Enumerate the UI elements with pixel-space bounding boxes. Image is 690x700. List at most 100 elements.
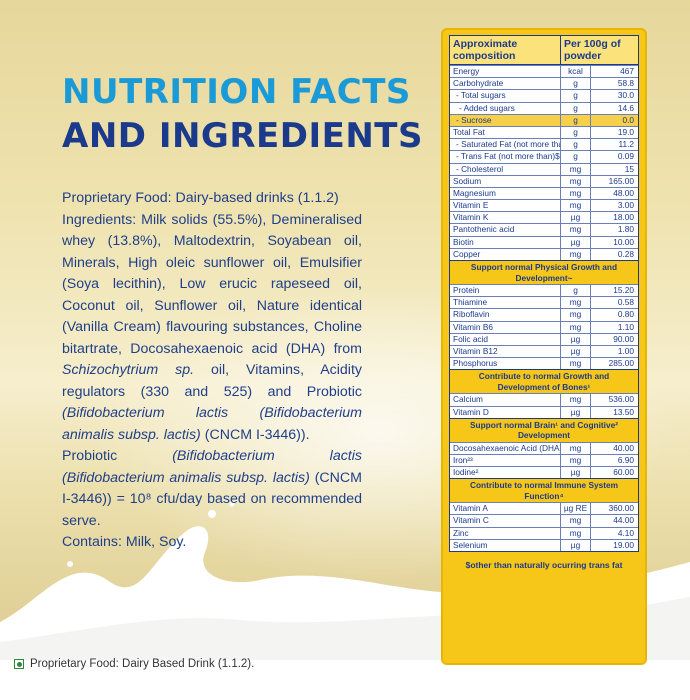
nutrient-unit: g: [561, 90, 591, 102]
nutrient-name: Sodium: [450, 175, 561, 187]
nutrient-value: 0.80: [617, 309, 634, 320]
nutrient-name: Phosphorus: [450, 358, 561, 370]
nutrient-row: Pantothenic acid mg 1.80: [450, 223, 638, 236]
probiotic-label: Probiotic: [62, 448, 118, 464]
nutrient-value: 360.00: [608, 503, 634, 514]
nutrient-unit: mg: [561, 442, 591, 454]
nutrient-row: Thiamine mg 0.58: [450, 296, 638, 309]
nutrient-row: Energy kcal 467: [450, 65, 638, 78]
veg-mark-icon: [14, 659, 24, 669]
footer-band: [0, 660, 690, 700]
nutrient-unit: kcal: [561, 66, 591, 78]
nutrient-value: 0.09: [617, 151, 634, 162]
nutrient-row: Folic acid µg 90.00: [450, 332, 638, 345]
nutrient-unit: mg: [561, 187, 591, 200]
nutrient-unit: mg: [561, 224, 591, 236]
nutrient-name: - Sucrose: [450, 114, 561, 126]
nutrient-value: 1.10: [617, 321, 634, 332]
nutrient-value: 40.00: [613, 442, 634, 453]
nutrient-name: Thiamine: [450, 297, 561, 309]
nutrient-row: Iron²³ mg 6.90: [450, 453, 638, 467]
nutrient-name: - Total sugars: [450, 90, 561, 102]
table-header: Approximate composition Per 100g of powd…: [449, 35, 639, 65]
nutrient-unit: mg: [561, 321, 591, 333]
nutrient-row: - Total sugars g 30.0: [450, 89, 638, 102]
nutrient-value: 285.00: [608, 358, 634, 369]
nutrient-name: - Saturated Fat (not more than): [450, 139, 561, 151]
ingredients-text-2: oil, Vitamins, Acidity regulators (330 a…: [62, 362, 362, 400]
nutrient-unit: µg: [561, 212, 591, 224]
nutrient-unit: g: [561, 139, 591, 151]
nutrient-row: - Trans Fat (not more than)$ g 0.09: [450, 150, 638, 163]
nutrient-unit: mg: [561, 515, 591, 527]
ingredients-probiotic: (Bifidobacterium lactis (Bifidobacterium…: [62, 405, 362, 443]
ingredients-paragraph: Ingredients: Milk solids (55.5%), Demine…: [62, 210, 362, 447]
probiotic-count: (CNCM I-3446)) = 10⁸ cfu/day based on re…: [62, 469, 362, 529]
contains-line: Contains: Milk, Soy.: [62, 534, 187, 550]
nutrient-unit: g: [561, 151, 591, 163]
nutrient-unit: mg: [561, 163, 591, 175]
nutrient-unit: g: [561, 102, 591, 114]
nutrient-row: Copper mg 0.28: [450, 247, 638, 260]
nutrient-name: Copper: [450, 248, 561, 260]
nutrient-unit: µg: [561, 406, 591, 418]
nutrient-name: Total Fat: [450, 126, 561, 139]
group-general: Energy kcal 467 Carbohydrate g 58.8- Total su…: [450, 65, 638, 260]
nutrient-name: Iodine²: [450, 467, 561, 479]
nutrient-value: 15: [624, 163, 634, 174]
nutrient-value: 1.80: [617, 224, 634, 235]
nutrition-rows: Energy kcal 467 Carbohydrate g 58.8- Total su…: [449, 65, 639, 552]
nutrient-unit: mg: [561, 358, 591, 370]
nutrient-unit: mg: [561, 454, 591, 467]
nutrient-row: Vitamin B12 µg 1.00: [450, 344, 638, 358]
nutrient-value: 44.00: [613, 515, 634, 526]
nutrient-name: Carbohydrate: [450, 78, 561, 90]
probiotic-species: (Bifidobacterium lactis (Bifidobacterium…: [62, 448, 362, 486]
nutrient-name: Zinc: [450, 527, 561, 539]
nutrient-unit: µg: [561, 236, 591, 248]
header-composition: Approximate composition: [450, 36, 561, 64]
nutrient-row: Total Fat g 19.0: [450, 125, 638, 139]
nutrient-name: Docosahexaenoic Acid (DHA): [450, 442, 561, 454]
group-brain: Docosahexaenoic Acid (DHA) mg 40.00 Iron²³ m…: [450, 441, 638, 479]
nutrient-name: - Cholesterol: [450, 163, 561, 175]
nutrient-unit: mg: [561, 248, 591, 260]
nutrition-table-panel: Approximate composition Per 100g of powd…: [441, 28, 647, 665]
nutrient-row: Docosahexaenoic Acid (DHA) mg 40.00: [450, 441, 638, 454]
nutrient-value: 0.58: [617, 297, 634, 308]
nutrient-name: Selenium: [450, 539, 561, 551]
section-physical-growth: Support normal Physical Growth and Devel…: [450, 260, 638, 284]
ingredients-strain: (CNCM I-3446)).: [204, 426, 310, 443]
nutrient-name: Vitamin D: [450, 406, 561, 418]
nutrient-row: Vitamin B6 mg 1.10: [450, 320, 638, 333]
nutrient-row: - Cholesterol mg 15: [450, 162, 638, 175]
nutrient-unit: µg: [561, 345, 591, 358]
nutrient-row: Calcium mg 536.00: [450, 393, 638, 406]
group-physical-growth: Protein g 15.20 Thiamine mg 0.58 Riboflavin mg 0…: [450, 284, 638, 370]
nutrient-value: 536.00: [608, 394, 634, 405]
nutrient-unit: mg: [561, 309, 591, 321]
nutrient-row: Phosphorus mg 285.00: [450, 357, 638, 370]
nutrient-unit: mg: [561, 394, 591, 406]
nutrient-row: Zinc mg 4.10: [450, 526, 638, 539]
footer-note: Proprietary Food: Dairy Based Drink (1.1…: [14, 658, 254, 670]
title-line-2: AND INGREDIENTS: [62, 116, 423, 156]
nutrient-value: 467: [620, 66, 634, 76]
nutrient-name: Energy: [450, 66, 561, 78]
nutrient-name: Magnesium: [450, 187, 561, 200]
nutrient-name: Vitamin B6: [450, 321, 561, 333]
nutrient-unit: g: [561, 285, 591, 297]
nutrient-value: 58.8: [617, 78, 634, 89]
nutrient-row: Iodine² µg 60.00: [450, 466, 638, 479]
nutrient-name: Iron²³: [450, 454, 561, 467]
nutrient-unit: mg: [561, 175, 591, 187]
page-title: NUTRITION FACTS AND INGREDIENTS: [62, 70, 423, 158]
nutrient-row: - Added sugars g 14.6: [450, 101, 638, 114]
nutrient-name: Protein: [450, 285, 561, 297]
nutrient-value: 30.0: [617, 90, 634, 101]
nutrient-value: 13.50: [613, 406, 634, 417]
